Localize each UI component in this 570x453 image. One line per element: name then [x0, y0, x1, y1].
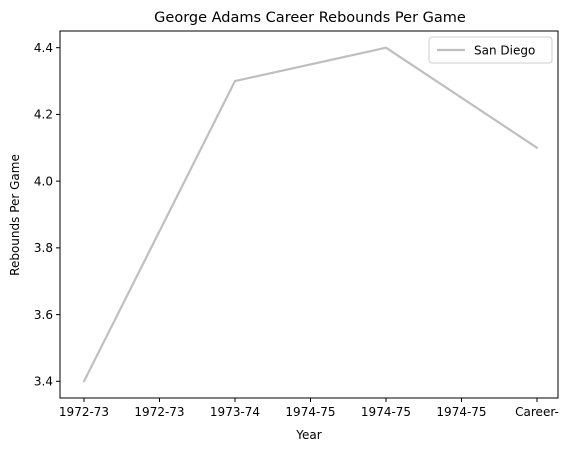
y-tick-label: 4.4 — [34, 41, 53, 55]
legend-box — [428, 36, 553, 64]
x-tick-label: 1974-75 — [361, 405, 411, 419]
y-tick-label: 3.6 — [34, 308, 53, 322]
y-tick-label: 3.8 — [34, 241, 53, 255]
y-axis: 3.4 3.6 3.8 4.0 4.2 4.4 — [34, 41, 60, 389]
series-line-san-diego — [82, 46, 539, 383]
x-axis: 1972-73 1972-73 1973-74 1974-75 1974-75 1974-… — [59, 398, 559, 419]
legend-label-san-diego: San Diego — [474, 44, 535, 58]
y-axis-label: Rebounds Per Game — [8, 154, 22, 276]
x-tick-label: 1974-75 — [285, 405, 335, 419]
legend: San Diego — [428, 36, 553, 64]
series-layer — [82, 46, 539, 383]
y-tick-label: 4.0 — [34, 174, 53, 188]
x-tick-label: 1973-74 — [210, 405, 260, 419]
x-axis-label: Year — [295, 428, 321, 442]
x-tick-label: Career- — [515, 405, 559, 419]
x-tick-label: 1972-73 — [134, 405, 184, 419]
y-tick-label: 3.4 — [34, 375, 53, 389]
x-tick-label: 1972-73 — [59, 405, 109, 419]
plot-frame — [59, 30, 559, 399]
y-tick-label: 4.2 — [34, 108, 53, 122]
plot-area — [59, 30, 559, 399]
chart-title: George Adams Career Rebounds Per Game — [154, 10, 466, 26]
x-tick-label: 1974-75 — [436, 405, 486, 419]
